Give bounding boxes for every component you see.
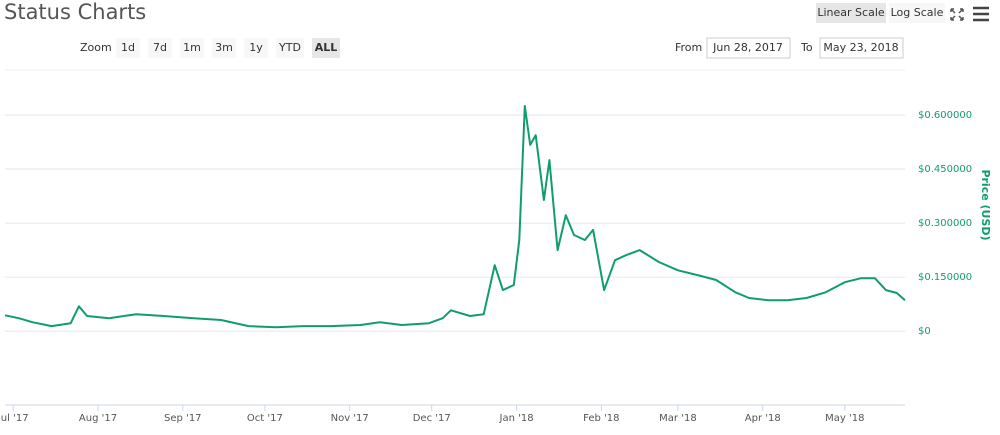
x-tick-label: May '18: [825, 413, 864, 424]
scale-button-label[interactable]: Log Scale: [891, 6, 944, 19]
to-value[interactable]: May 23, 2018: [823, 41, 898, 54]
zoom-button[interactable]: [244, 38, 268, 58]
fullscreen-icon[interactable]: [950, 8, 964, 21]
scale-button[interactable]: [889, 3, 945, 23]
x-tick-label: Jan '18: [499, 413, 534, 424]
zoom-button[interactable]: [312, 38, 340, 58]
x-tick-label: Aug '17: [79, 413, 117, 424]
zoom-label: Zoom: [80, 41, 112, 54]
scale-button[interactable]: [816, 3, 886, 23]
zoom-button-label[interactable]: 1m: [183, 41, 201, 54]
from-input[interactable]: [706, 37, 791, 59]
zoom-button-label[interactable]: YTD: [278, 41, 301, 54]
x-tick-label: Mar '18: [659, 413, 697, 424]
x-tick-label: Oct '17: [247, 413, 283, 424]
x-tick-label: Nov '17: [331, 413, 369, 424]
zoom-button[interactable]: [148, 38, 172, 58]
y-axis-label: Price (USD): [979, 169, 992, 240]
zoom-button[interactable]: [212, 38, 236, 58]
zoom-button[interactable]: [276, 38, 304, 58]
menu-icon[interactable]: [973, 6, 989, 22]
x-tick-label: Apr '18: [745, 413, 781, 424]
x-tick-label: Jul '17: [0, 413, 29, 424]
y-tick-label: $0: [918, 326, 931, 337]
zoom-button[interactable]: [180, 38, 204, 58]
from-label: From: [675, 41, 702, 54]
zoom-button-label[interactable]: 7d: [153, 41, 167, 54]
zoom-button-label[interactable]: 1d: [121, 41, 135, 54]
to-label: To: [800, 41, 813, 54]
zoom-button[interactable]: [116, 38, 140, 58]
x-tick-label: Feb '18: [583, 413, 619, 424]
x-tick-label: Sep '17: [164, 413, 202, 424]
x-tick-label: Dec '17: [413, 413, 451, 424]
y-tick-label: $0.450000: [918, 164, 972, 175]
y-tick-label: $0.150000: [918, 272, 972, 283]
to-input[interactable]: [819, 37, 904, 59]
y-tick-label: $0.300000: [918, 218, 972, 229]
price-line: [4, 105, 906, 329]
y-tick-label: $0.600000: [918, 110, 972, 121]
zoom-button-label[interactable]: ALL: [315, 41, 338, 54]
zoom-button-label[interactable]: 1y: [249, 41, 263, 54]
zoom-button-label[interactable]: 3m: [215, 41, 233, 54]
from-value[interactable]: Jun 28, 2017: [712, 41, 783, 54]
scale-button-label[interactable]: Linear Scale: [817, 6, 885, 19]
chart-title: Status Charts: [4, 0, 146, 24]
